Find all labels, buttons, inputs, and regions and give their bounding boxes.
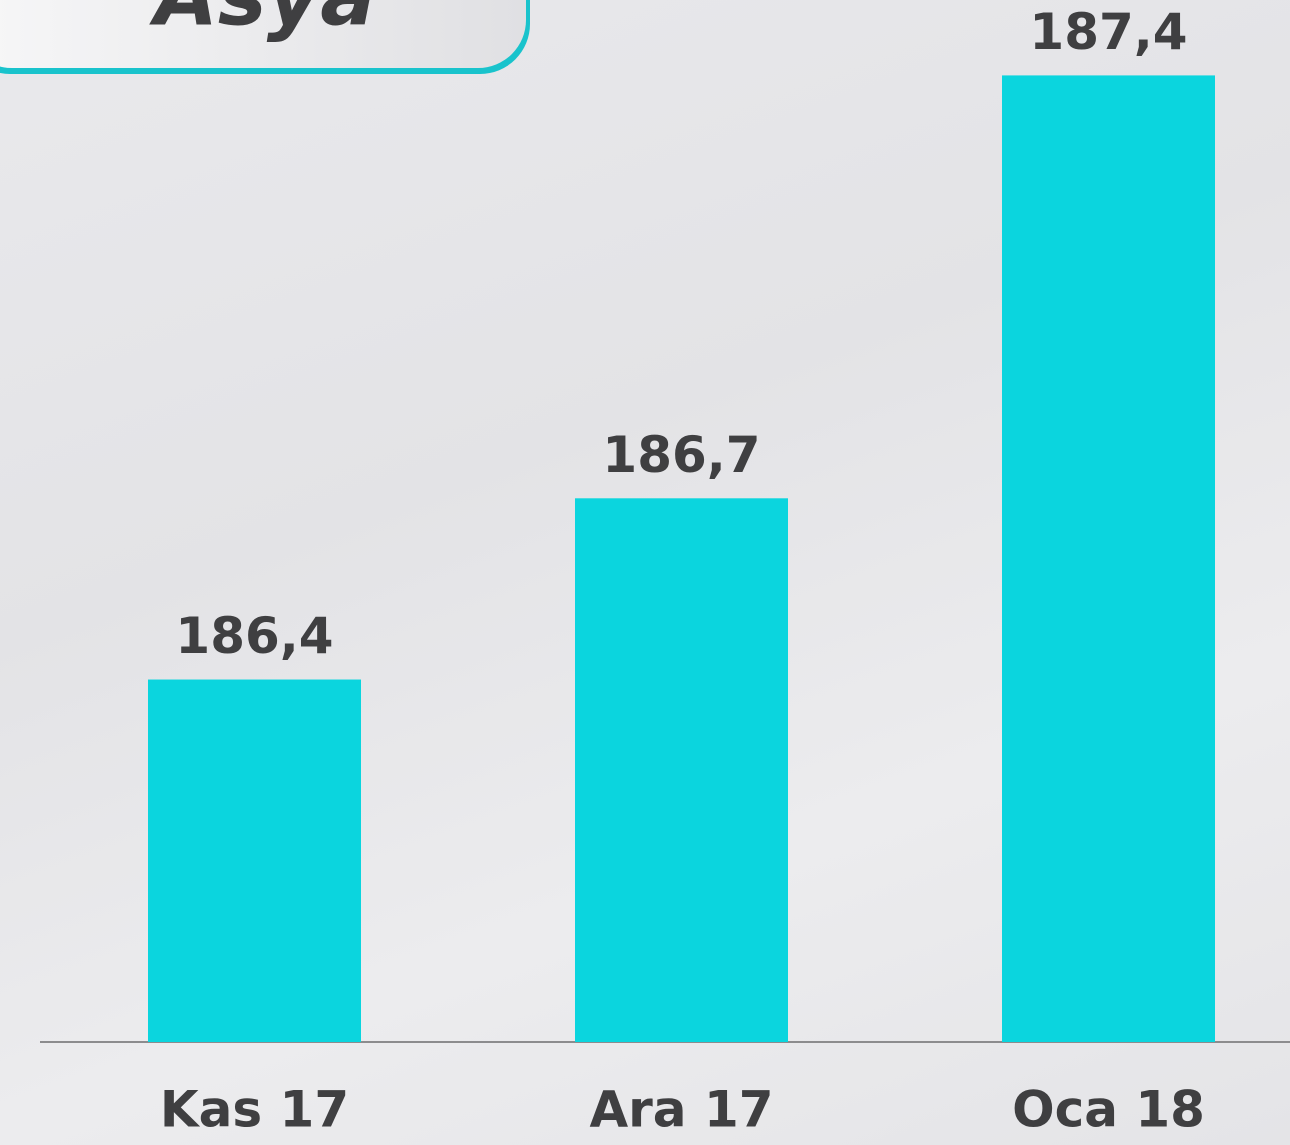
value-label: 187,4	[1029, 3, 1187, 61]
bar	[148, 679, 361, 1042]
title-box	[0, 0, 526, 68]
bar	[1002, 75, 1215, 1043]
value-label: 186,7	[602, 426, 760, 484]
x-tick-label: Ara 17	[589, 1081, 773, 1139]
value-label: 186,4	[175, 607, 333, 665]
chart-title: Asya	[148, 0, 375, 44]
bar	[575, 498, 788, 1042]
x-tick-label: Kas 17	[160, 1081, 349, 1139]
x-tick-label: Oca 18	[1012, 1081, 1205, 1139]
